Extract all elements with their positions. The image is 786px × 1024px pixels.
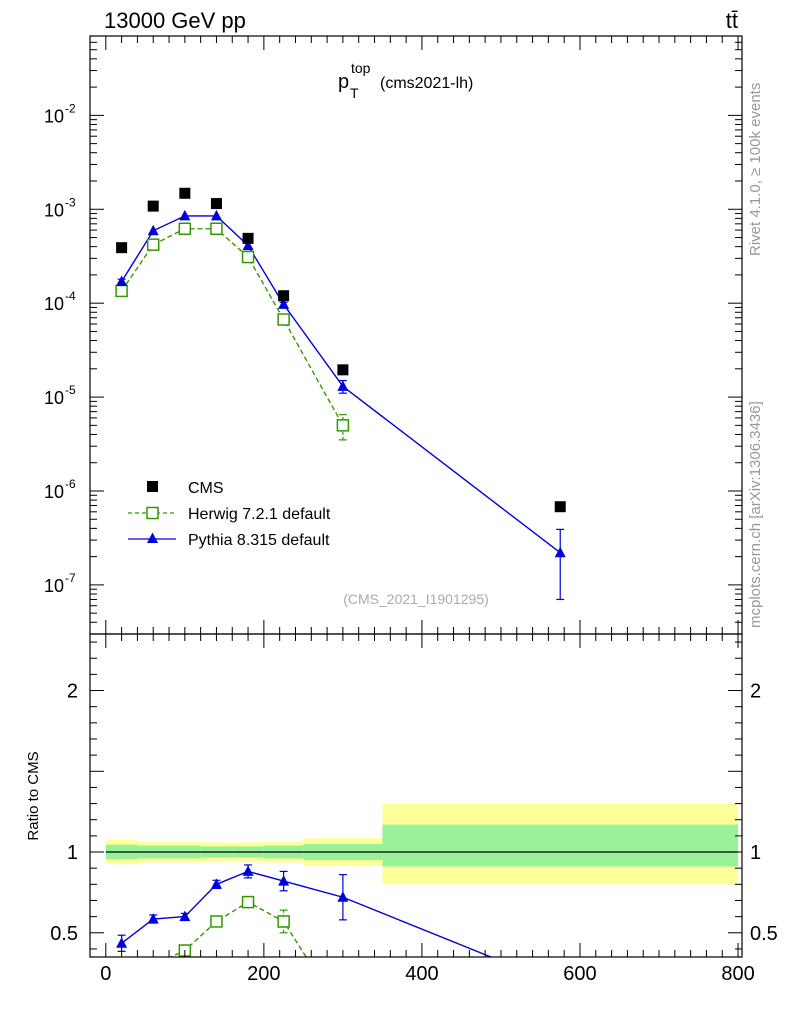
ratio-y-tick-label-left: 0.5 bbox=[50, 923, 78, 945]
herwig-ratio-point bbox=[241, 895, 255, 909]
legend-marker-cms bbox=[147, 481, 158, 492]
legend-label-pythia: Pythia 8.315 default bbox=[188, 532, 330, 549]
y-tick-label-exponent: -3 bbox=[65, 195, 76, 209]
pythia-ratio-point bbox=[242, 865, 254, 876]
x-tick-label: 0 bbox=[100, 963, 111, 985]
pythia-ratio-point bbox=[147, 913, 159, 924]
ratio-y-axis-label: Ratio to CMS bbox=[25, 751, 42, 840]
title-p: p bbox=[338, 71, 349, 93]
x-tick-label: 400 bbox=[405, 963, 438, 985]
herwig-point bbox=[336, 419, 350, 432]
herwig-ratio-point bbox=[210, 915, 223, 928]
pythia-ratio-point bbox=[337, 891, 349, 902]
pythia-point bbox=[242, 239, 254, 251]
y-tick-label-exponent: -6 bbox=[65, 477, 76, 491]
analysis-id-label: (CMS_2021_I1901295) bbox=[343, 591, 489, 607]
cms-point bbox=[337, 364, 349, 376]
herwig-point bbox=[241, 250, 255, 264]
herwig-point bbox=[115, 284, 128, 298]
legend-entry-herwig: Herwig 7.2.1 default bbox=[128, 506, 331, 523]
cms-point bbox=[116, 242, 128, 254]
y-tick-label-exponent: -5 bbox=[65, 383, 76, 397]
ratio-y-tick-label-right: 0.5 bbox=[750, 923, 778, 945]
pythia-ratio-point bbox=[278, 875, 290, 886]
uncertainty-band-stat bbox=[382, 824, 739, 867]
y-tick-label-exponent: -7 bbox=[65, 571, 76, 585]
herwig-point bbox=[277, 313, 290, 326]
legend-label-cms: CMS bbox=[188, 480, 224, 497]
y-tick-label: 10 bbox=[44, 388, 64, 408]
pythia-ratio-point bbox=[179, 910, 191, 922]
pythia-point bbox=[278, 298, 290, 309]
ratio-panel-frame bbox=[89, 633, 743, 958]
x-tick-label: 200 bbox=[247, 963, 280, 985]
ratio-panel: 2 2 1 1 0.5 0.5 0 200 400 600 800 bbox=[50, 633, 778, 985]
header-process-label: tt̄ bbox=[726, 8, 738, 33]
main-panel: 10-210-310-410-510-610-7 bbox=[44, 35, 743, 635]
herwig-ratio-line bbox=[169, 901, 307, 957]
x-tick-label: 800 bbox=[721, 963, 754, 985]
ratio-y-tick-label-right: 1 bbox=[750, 842, 761, 864]
y-tick-label: 10 bbox=[44, 294, 64, 314]
y-tick-label: 10 bbox=[44, 106, 64, 126]
pythia-point bbox=[116, 275, 128, 287]
pythia-point bbox=[147, 224, 159, 236]
ratio-y-tick-label-left: 2 bbox=[67, 681, 78, 703]
herwig-line bbox=[121, 228, 344, 426]
pythia-line bbox=[121, 215, 561, 554]
ratio-y-tick-label-left: 1 bbox=[67, 842, 78, 864]
cms-point bbox=[210, 198, 222, 210]
rivet-version-label: Rivet 4.1.0, ≥ 100k events bbox=[747, 83, 764, 256]
pythia-point bbox=[210, 209, 222, 221]
y-tick-label: 10 bbox=[44, 482, 64, 502]
pythia-point bbox=[337, 380, 349, 391]
cms-point bbox=[147, 200, 159, 212]
y-tick-label: 10 bbox=[44, 200, 64, 220]
pythia-ratio-point bbox=[116, 937, 128, 948]
herwig-point bbox=[178, 222, 192, 236]
cms-point bbox=[278, 290, 290, 302]
legend: CMS Herwig 7.2.1 default Pythia 8.315 de… bbox=[128, 480, 331, 549]
title-suffix: (cms2021-lh) bbox=[380, 75, 473, 92]
header-energy-label: 13000 GeV pp bbox=[104, 8, 246, 33]
herwig-point bbox=[146, 238, 160, 251]
y-tick-label: 10 bbox=[44, 576, 64, 596]
title-subscript: T bbox=[350, 85, 359, 101]
cms-point bbox=[242, 232, 254, 244]
cms-point bbox=[554, 501, 566, 513]
y-tick-label-exponent: -4 bbox=[65, 289, 76, 303]
pythia-ratio-line bbox=[121, 870, 493, 957]
legend-marker-herwig bbox=[146, 506, 159, 520]
legend-entry-cms: CMS bbox=[147, 480, 224, 497]
plot-title: p top T (cms2021-lh) bbox=[338, 60, 473, 101]
legend-marker-pythia bbox=[147, 532, 158, 543]
pythia-ratio-point bbox=[210, 878, 222, 889]
mcplots-credit-label: mcplots.cern.ch [arXiv:1306.3436] bbox=[747, 401, 764, 628]
title-superscript: top bbox=[351, 60, 371, 76]
pythia-point bbox=[179, 209, 191, 221]
herwig-point bbox=[210, 222, 223, 236]
ratio-y-tick-label-right: 2 bbox=[750, 681, 761, 703]
herwig-ratio-point bbox=[277, 915, 290, 928]
pythia-point bbox=[554, 546, 566, 558]
x-tick-label: 600 bbox=[563, 963, 596, 985]
legend-entry-pythia: Pythia 8.315 default bbox=[128, 532, 330, 549]
cms-point bbox=[179, 187, 191, 199]
y-tick-label-exponent: -2 bbox=[65, 101, 76, 115]
legend-label-herwig: Herwig 7.2.1 default bbox=[188, 506, 331, 523]
